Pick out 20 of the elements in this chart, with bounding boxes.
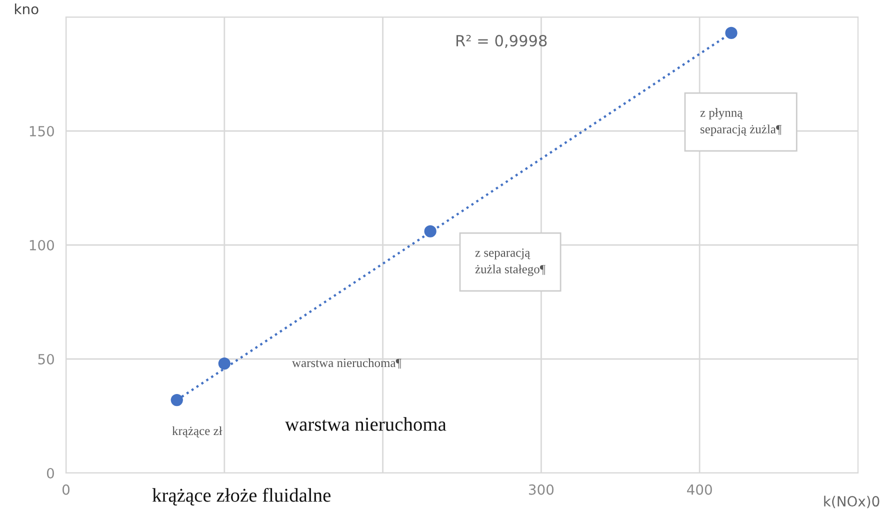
x-tick-label: 300	[529, 484, 554, 495]
y-tick-label: 50	[38, 354, 54, 364]
annotation: z separacją żużla stałego¶	[475, 248, 546, 276]
y-tick-label: 100	[30, 240, 54, 250]
annotation: warstwa nieruchoma¶	[292, 358, 402, 369]
x-tick-label: 400	[687, 484, 712, 495]
y-axis-title: kno	[14, 4, 38, 14]
point	[218, 357, 230, 370]
x-tick-label: 0	[62, 484, 70, 495]
text: krążące złoże fluidalne	[152, 488, 331, 506]
point	[424, 225, 436, 238]
y-tick-label: 0	[46, 468, 54, 478]
point	[170, 394, 183, 406]
point	[725, 26, 738, 40]
y-tick-label: 150	[30, 126, 54, 136]
x-axis-title: k(NOx)0	[824, 496, 880, 508]
annotation: R² = 0,9998	[456, 34, 547, 48]
annotation: z płynną separacją żużla¶	[700, 108, 782, 136]
annotation: warstwa nieruchoma	[285, 417, 446, 431]
annotation: krążące zł	[172, 426, 222, 438]
